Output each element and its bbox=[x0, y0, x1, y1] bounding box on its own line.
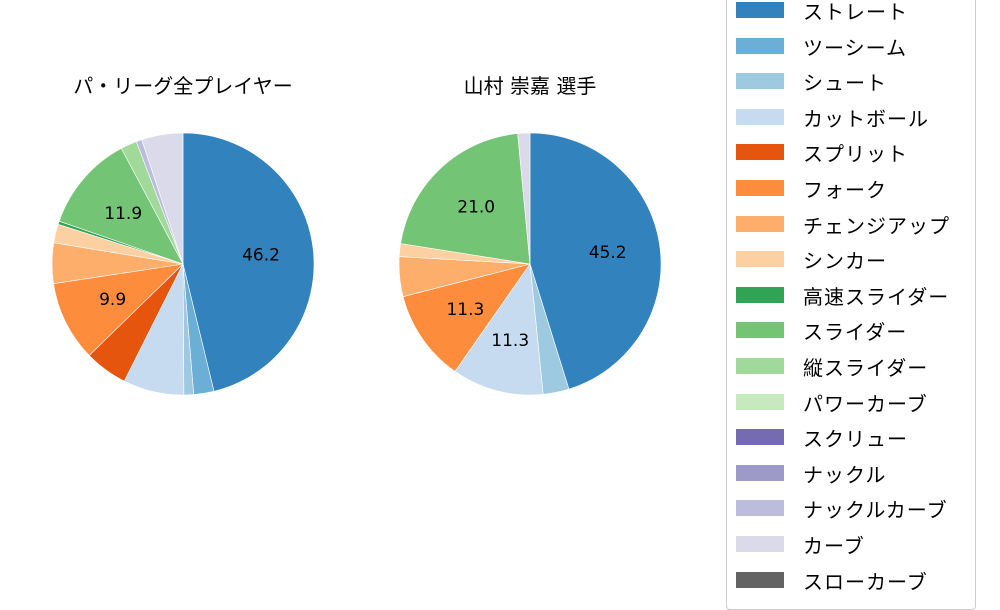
legend-item: スローカーブ bbox=[727, 562, 975, 598]
legend-label: ツーシーム bbox=[803, 35, 907, 60]
left-pie-title: パ・リーグ全プレイヤー bbox=[73, 74, 293, 98]
legend-label: スクリュー bbox=[803, 427, 908, 452]
slice-value-label: 46.2 bbox=[242, 246, 280, 266]
pie-slice bbox=[53, 263, 184, 356]
legend-item: 高速スライダー bbox=[727, 277, 975, 313]
legend-label: フォーク bbox=[803, 178, 887, 202]
legend-label: スライダー bbox=[803, 320, 908, 345]
left-pie-chart: 46.2 9.9 11.9 bbox=[51, 132, 315, 396]
legend-label: パワーカーブ bbox=[803, 391, 928, 416]
legend-item: シンカー bbox=[727, 241, 975, 277]
legend-label: カットボール bbox=[803, 106, 929, 131]
legend-item: スライダー bbox=[727, 312, 975, 348]
legend-swatch bbox=[736, 322, 784, 339]
legend-item: スプリット bbox=[727, 134, 975, 170]
legend-swatch bbox=[736, 358, 784, 374]
legend-swatch bbox=[736, 536, 784, 552]
legend-item: ナックルカーブ bbox=[727, 490, 975, 526]
legend-swatch bbox=[736, 144, 784, 161]
legend-item: カーブ bbox=[727, 526, 975, 562]
legend-swatch bbox=[736, 571, 784, 588]
slice-value-label: 11.9 bbox=[104, 204, 142, 224]
pie-slice bbox=[529, 132, 662, 390]
legend-label: 高速スライダー bbox=[803, 284, 950, 309]
legend-label: カーブ bbox=[803, 534, 865, 558]
legend-swatch bbox=[736, 37, 784, 54]
legend-swatch bbox=[736, 500, 784, 517]
legend-swatch bbox=[736, 73, 784, 90]
legend-item: スクリュー bbox=[727, 419, 975, 455]
pie-slice bbox=[402, 263, 531, 372]
slice-value-label: 11.3 bbox=[446, 300, 484, 320]
legend-label: スプリット bbox=[803, 142, 908, 167]
legend-label: シュート bbox=[803, 71, 887, 96]
legend-item: フォーク bbox=[727, 170, 975, 206]
legend-swatch bbox=[736, 2, 784, 18]
pie-slice bbox=[141, 132, 184, 265]
pie-slice bbox=[400, 133, 531, 265]
legend: ストレートツーシームシュートカットボール スプリットフォークチェンジアップ シンカー… bbox=[726, 0, 976, 610]
legend-label: ナックル bbox=[803, 462, 887, 487]
legend-item: 縦スライダー bbox=[727, 348, 975, 384]
legend-label: シンカー bbox=[803, 249, 887, 274]
legend-item: ナックル bbox=[727, 455, 975, 491]
slice-value-label: 21.0 bbox=[457, 198, 495, 218]
legend-label: ストレート bbox=[803, 0, 908, 24]
legend-swatch bbox=[736, 464, 784, 481]
right-pie-chart: 45.2 11.3 11.3 21.0 bbox=[398, 132, 662, 396]
pie-slice bbox=[454, 263, 544, 396]
legend-item: パワーカーブ bbox=[727, 384, 975, 420]
legend-label: スローカーブ bbox=[803, 569, 928, 594]
legend-item: カットボール bbox=[727, 99, 975, 135]
legend-swatch bbox=[736, 215, 784, 232]
legend-swatch bbox=[736, 180, 784, 196]
legend-item: チェンジアップ bbox=[727, 206, 975, 242]
pie-slice bbox=[182, 132, 315, 392]
legend-item: ストレート bbox=[727, 0, 975, 28]
legend-label: チェンジアップ bbox=[803, 213, 950, 238]
legend-label: 縦スライダー bbox=[803, 356, 929, 380]
legend-label: ナックルカーブ bbox=[803, 498, 948, 523]
slice-value-label: 45.2 bbox=[589, 243, 627, 263]
pie-slice bbox=[517, 132, 531, 265]
legend-swatch bbox=[736, 108, 784, 125]
legend-swatch bbox=[736, 251, 784, 268]
legend-swatch bbox=[736, 393, 784, 410]
slice-value-label: 9.9 bbox=[99, 290, 126, 310]
slice-value-label: 11.3 bbox=[491, 331, 529, 351]
legend-item: シュート bbox=[727, 63, 975, 99]
legend-swatch bbox=[736, 429, 784, 446]
right-pie-title: 山村 崇嘉 選手 bbox=[463, 74, 597, 98]
pie-slice bbox=[58, 148, 184, 265]
legend-item: ツーシーム bbox=[727, 28, 975, 64]
legend-swatch bbox=[736, 286, 784, 303]
